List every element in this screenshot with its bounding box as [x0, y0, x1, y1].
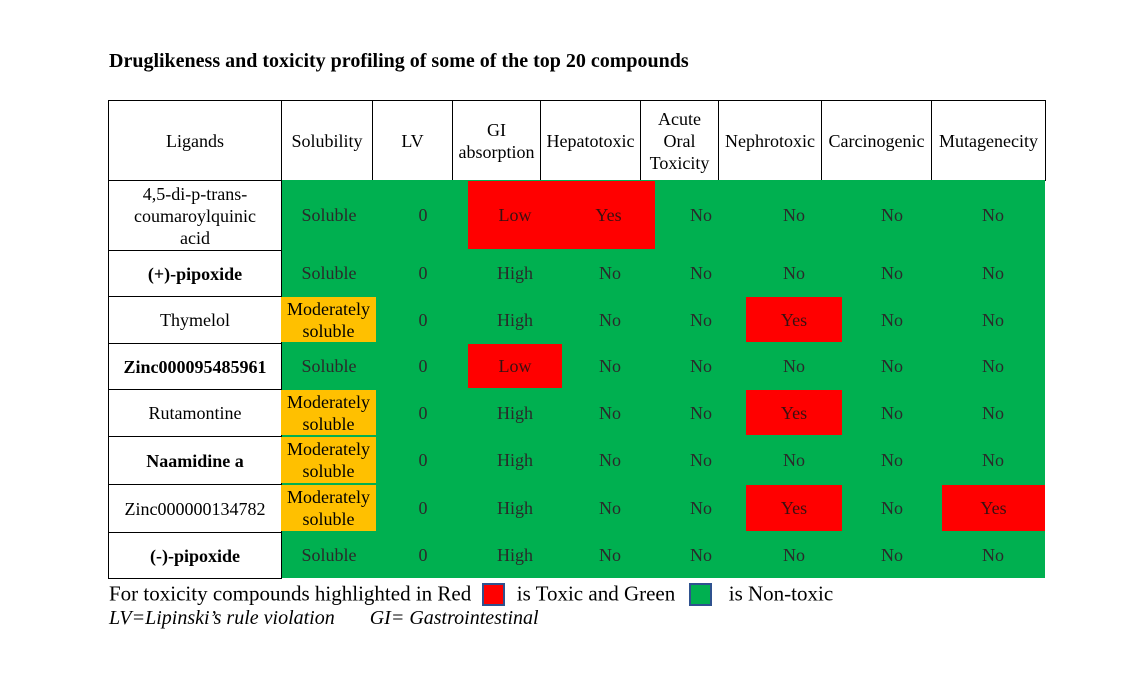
value-cell-gi: Low [468, 344, 562, 388]
value-cell-carcinogenic: No [881, 263, 903, 283]
value-cell-mutagenicity: No [982, 450, 1004, 470]
ligand-name: 4,5-di-p-trans-coumaroylquinic acid [108, 180, 282, 251]
value-cell-lv: 0 [418, 498, 428, 518]
column-header-hepatotoxic: Hepatotoxic [540, 100, 641, 181]
value-cell-solubility: Moderately soluble [281, 485, 376, 531]
ligand-name: Rutamontine [108, 389, 282, 437]
column-header-lv: LV [372, 100, 453, 181]
value-cell-lv: 0 [418, 356, 428, 376]
ligand-name: Zinc000000134782 [108, 484, 282, 533]
value-cell-lv: 0 [418, 450, 428, 470]
value-cell-hepatotoxic: No [599, 309, 621, 330]
value-cell-lv: 0 [418, 309, 428, 330]
value-cell-hepatotoxic: No [599, 545, 621, 565]
value-cell-acute: No [690, 309, 712, 330]
value-cell-solubility: Soluble [301, 356, 357, 376]
column-header-mutagenicity: Mutagenecity [931, 100, 1046, 181]
value-cell-solubility: Soluble [301, 205, 357, 225]
value-cell-gi: High [497, 545, 533, 565]
profiling-table: Ligands Solubility LV GI absorption Hepatoto… [108, 100, 1046, 579]
toxic-swatch [482, 582, 506, 606]
value-cell-lv: 0 [418, 263, 428, 283]
value-cell-mutagenicity: No [982, 309, 1004, 330]
value-cell-mutagenicity: No [982, 205, 1004, 225]
value-cell-solubility: Moderately soluble [281, 297, 376, 342]
column-header-gi-absorption: GI absorption [452, 100, 541, 181]
value-cell-nephrotoxic: Yes [746, 485, 842, 531]
legend-footnote: For toxicity compounds highlighted in Re… [109, 580, 833, 607]
value-cell-acute: No [690, 356, 712, 376]
column-header-nephrotoxic: Nephrotoxic [718, 100, 822, 181]
value-cell-gi: High [497, 263, 533, 283]
column-header-acute-oral-toxicity: Acute Oral Toxicity [640, 100, 719, 181]
value-cell-hepatotoxic: Yes [562, 181, 655, 249]
value-cell-mutagenicity: Yes [942, 485, 1045, 531]
value-cell-carcinogenic: No [881, 309, 903, 330]
gi-abbreviation: GI= Gastrointestinal [369, 607, 539, 629]
value-cell-nephrotoxic: No [783, 356, 805, 376]
non-toxic-area [281, 180, 1045, 578]
value-cell-mutagenicity: No [982, 356, 1004, 376]
value-cell-solubility: Moderately soluble [281, 390, 376, 435]
value-cell-carcinogenic: No [881, 498, 903, 518]
value-cell-acute: No [690, 263, 712, 283]
legend-text-toxic: is Toxic and Green [516, 581, 676, 606]
value-cell-carcinogenic: No [881, 205, 903, 225]
value-cell-mutagenicity: No [982, 402, 1004, 423]
value-cell-mutagenicity: No [982, 545, 1004, 565]
value-cell-carcinogenic: No [881, 450, 903, 470]
value-cell-nephrotoxic: No [783, 450, 805, 470]
value-cell-carcinogenic: No [881, 356, 903, 376]
value-cell-hepatotoxic: No [599, 450, 621, 470]
value-cell-nephrotoxic: No [783, 545, 805, 565]
abbreviations-note: LV=Lipinski’s rule violation GI= Gastroi… [109, 607, 539, 630]
value-cell-lv: 0 [418, 402, 428, 423]
value-cell-nephrotoxic: Yes [746, 297, 842, 342]
value-cell-carcinogenic: No [881, 402, 903, 423]
legend-text-intro: For toxicity compounds highlighted in Re… [109, 581, 472, 606]
value-cell-gi: Low [468, 181, 562, 249]
value-cell-solubility: Moderately soluble [281, 437, 376, 483]
value-cell-nephrotoxic: No [783, 205, 805, 225]
value-cell-hepatotoxic: No [599, 402, 621, 423]
value-cell-acute: No [690, 545, 712, 565]
value-cell-nephrotoxic: No [783, 263, 805, 283]
value-cell-acute: No [690, 498, 712, 518]
value-cell-acute: No [690, 402, 712, 423]
ligand-name: Naamidine a [108, 436, 282, 485]
value-cell-hepatotoxic: No [599, 498, 621, 518]
non-toxic-swatch [688, 582, 712, 606]
column-header-ligands: Ligands [108, 100, 282, 181]
value-cell-gi: High [497, 402, 533, 423]
lv-abbreviation: LV=Lipinski’s rule violation [109, 607, 335, 629]
value-cell-nephrotoxic: Yes [746, 390, 842, 435]
legend-text-non-toxic: is Non-toxic [728, 581, 834, 606]
ligand-name: (-)-pipoxide [108, 532, 282, 579]
column-header-carcinogenic: Carcinogenic [821, 100, 932, 181]
value-cell-hepatotoxic: No [599, 356, 621, 376]
ligand-name: Thymelol [108, 296, 282, 344]
value-cell-lv: 0 [418, 205, 428, 225]
value-cell-acute: No [690, 205, 712, 225]
value-cell-carcinogenic: No [881, 545, 903, 565]
column-header-solubility: Solubility [281, 100, 373, 181]
value-cell-lv: 0 [418, 545, 428, 565]
value-cell-solubility: Soluble [301, 263, 357, 283]
value-cell-gi: High [497, 498, 533, 518]
value-cell-hepatotoxic: No [599, 263, 621, 283]
ligand-name: (+)-pipoxide [108, 250, 282, 297]
value-cell-gi: High [497, 450, 533, 470]
value-cell-solubility: Soluble [301, 545, 357, 565]
ligand-name: Zinc000095485961 [108, 343, 282, 390]
page-title: Druglikeness and toxicity profiling of s… [109, 50, 689, 72]
value-cell-mutagenicity: No [982, 263, 1004, 283]
value-cell-gi: High [497, 309, 533, 330]
value-cell-acute: No [690, 450, 712, 470]
